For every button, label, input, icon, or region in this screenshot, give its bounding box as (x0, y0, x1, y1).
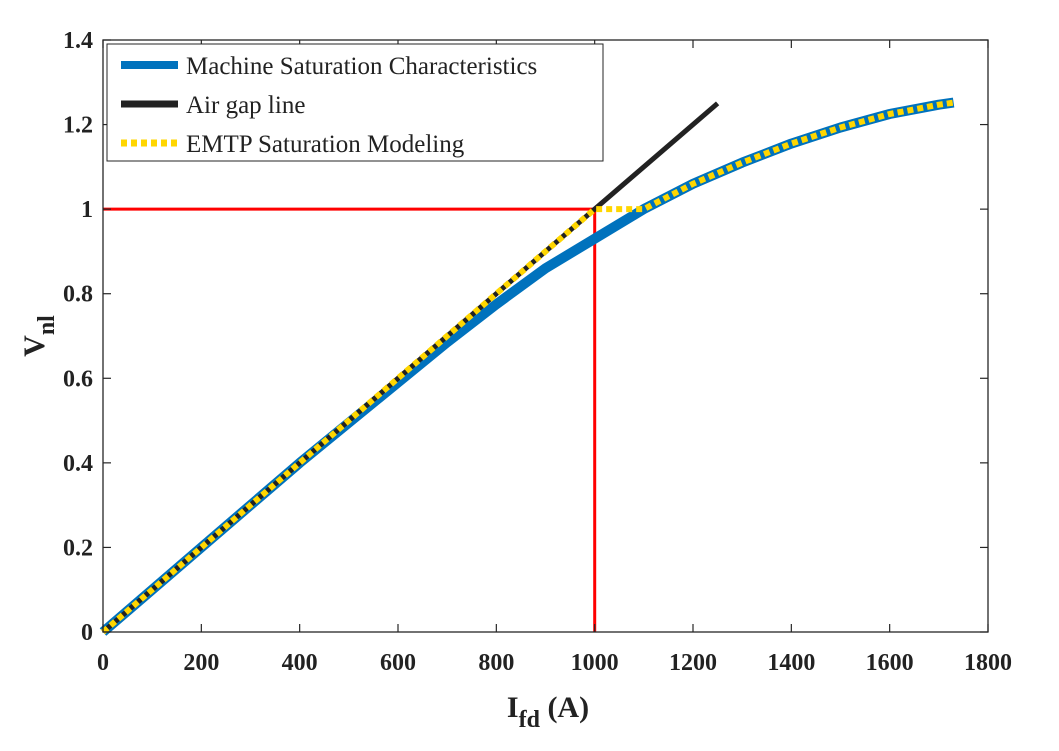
legend: Machine Saturation Characteristics Air g… (106, 43, 604, 162)
legend-label-machine-saturation: Machine Saturation Characteristics (186, 53, 537, 80)
y-tick-label: 0.8 (63, 282, 93, 308)
reference-lines (103, 207, 597, 632)
plot-frame (102, 39, 989, 633)
x-tick-label: 0 (97, 650, 109, 676)
legend-label-emtp: EMTP Saturation Modeling (186, 131, 465, 158)
y-tick-label: 0.4 (63, 451, 93, 477)
y-axis-label: Vnl (18, 315, 60, 357)
x-tick-label: 200 (183, 650, 219, 676)
tick-labels: 0 200 400 600 800 1000 1200 1400 1600 1800 0 0.2 0.4… (63, 28, 1012, 676)
y-tick-label: 0.2 (63, 535, 93, 561)
y-tick-label: 0 (81, 620, 93, 646)
x-tick-label: 1800 (964, 650, 1012, 676)
x-tick-label: 1000 (571, 650, 619, 676)
x-axis-label: Ifd (A) (507, 691, 589, 733)
y-tick-label: 1 (81, 197, 93, 223)
series-layer (99, 97, 955, 636)
x-tick-label: 800 (478, 650, 514, 676)
x-tick-label: 1200 (669, 650, 717, 676)
x-tick-label: 1400 (767, 650, 815, 676)
y-tick-label: 0.6 (63, 366, 93, 392)
x-tick-label: 1600 (866, 650, 914, 676)
legend-box (106, 43, 604, 162)
y-tick-label: 1.2 (63, 113, 93, 139)
x-tick-label: 400 (282, 650, 318, 676)
legend-label-air-gap: Air gap line (186, 92, 305, 119)
x-tick-label: 600 (380, 650, 416, 676)
series-emtp-saturation-line (101, 99, 955, 635)
y-tick-label: 1.4 (63, 28, 93, 54)
